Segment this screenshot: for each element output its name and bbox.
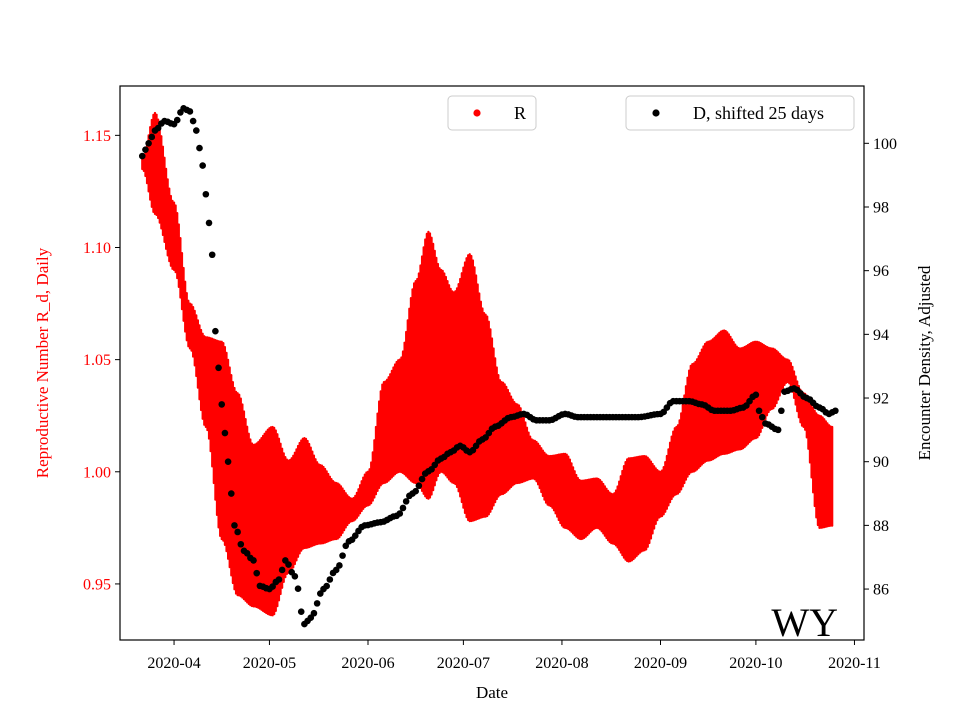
legend-r-marker: [473, 109, 481, 117]
d-point: [224, 458, 232, 466]
x-tick-label: 2020-11: [828, 655, 881, 672]
x-tick-label: 2020-08: [535, 655, 588, 672]
d-point: [243, 550, 251, 557]
r-series: [141, 111, 834, 617]
y-right-tick-label: 94: [873, 327, 889, 344]
x-tick-label: 2020-07: [437, 655, 490, 672]
d-point: [399, 504, 407, 512]
d-point: [189, 117, 197, 125]
d-point: [237, 540, 245, 548]
y-right-tick-label: 90: [873, 454, 889, 471]
y-left-tick-label: 0.95: [83, 576, 111, 593]
d-point: [339, 552, 346, 559]
d-point: [774, 426, 782, 434]
d-point: [752, 391, 760, 399]
legend-d: D, shifted 25 days: [625, 95, 855, 131]
d-point: [202, 190, 210, 198]
d-point: [215, 364, 222, 372]
legend-d-box: [625, 95, 855, 131]
y-left-tick-label: 1.00: [83, 464, 111, 481]
x-tick-label: 2020-09: [634, 655, 687, 672]
legend-r-label: R: [514, 103, 526, 123]
d-point: [396, 510, 404, 517]
y-left-tick-label: 1.10: [83, 240, 111, 257]
y-right-tick-label: 88: [873, 518, 889, 535]
d-point: [269, 583, 276, 590]
y-right-tick-label: 96: [873, 263, 889, 280]
d-point: [832, 407, 839, 415]
x-axis-label: Date: [476, 683, 508, 702]
d-point: [778, 407, 785, 415]
x-tick-label: 2020-10: [729, 655, 782, 672]
d-point: [196, 144, 203, 152]
d-point: [250, 557, 257, 564]
x-tick-label: 2020-06: [341, 655, 394, 672]
legend-r-box: [447, 95, 537, 131]
plot-frame: [119, 85, 865, 641]
y-axis-right-label: Encounter Density, Adjusted: [915, 265, 934, 460]
d-point: [291, 573, 299, 580]
d-point: [418, 475, 426, 483]
d-point: [275, 576, 283, 583]
d-point: [199, 162, 206, 169]
y-right-tick-label: 98: [873, 199, 889, 216]
d-point: [351, 532, 359, 539]
d-point: [758, 413, 766, 421]
d-point: [253, 569, 261, 577]
d-point: [208, 251, 216, 259]
x-tick-label: 2020-05: [243, 655, 296, 672]
legend-d-marker: [652, 109, 660, 117]
d-point: [285, 561, 292, 568]
d-point: [212, 327, 219, 335]
d-point: [221, 429, 229, 437]
y-axis-left-label: Reproductive Number R_d, Daily: [33, 247, 52, 478]
d-point: [313, 600, 321, 607]
d-point: [412, 487, 419, 495]
d-point: [193, 127, 200, 134]
x-tick-label: 2020-04: [147, 655, 200, 672]
d-point: [294, 585, 302, 593]
d-point: [234, 528, 241, 536]
d-point: [415, 482, 423, 489]
d-point: [336, 562, 343, 569]
d-point: [231, 522, 238, 529]
d-point: [310, 609, 318, 617]
d-point: [323, 582, 330, 590]
d-point: [186, 108, 194, 115]
y-right-tick-label: 92: [873, 391, 889, 408]
d-point: [218, 401, 226, 408]
d-point: [326, 576, 334, 583]
d-point: [138, 152, 146, 160]
legend-r: R: [447, 95, 537, 131]
y-left-tick-label: 1.15: [83, 128, 111, 145]
d-point: [402, 498, 410, 505]
y-right-tick-label: 100: [873, 136, 897, 153]
d-point: [227, 490, 235, 497]
d-point: [173, 116, 181, 124]
d-series: [138, 104, 839, 628]
d-point: [205, 219, 213, 227]
axes: 2020-04 2020-05 2020-06 2020-07 2020-08 2020-…: [83, 128, 897, 672]
d-point: [154, 124, 162, 132]
d-point: [148, 133, 156, 141]
d-point: [145, 140, 152, 147]
y-left-tick-label: 1.05: [83, 352, 111, 369]
d-point: [755, 407, 763, 415]
y-right-tick-label: 86: [873, 582, 889, 599]
d-point: [278, 566, 286, 574]
legend-d-label: D, shifted 25 days: [693, 103, 824, 123]
d-point: [297, 608, 305, 615]
d-point: [142, 146, 149, 153]
state-label: WY: [771, 600, 838, 645]
